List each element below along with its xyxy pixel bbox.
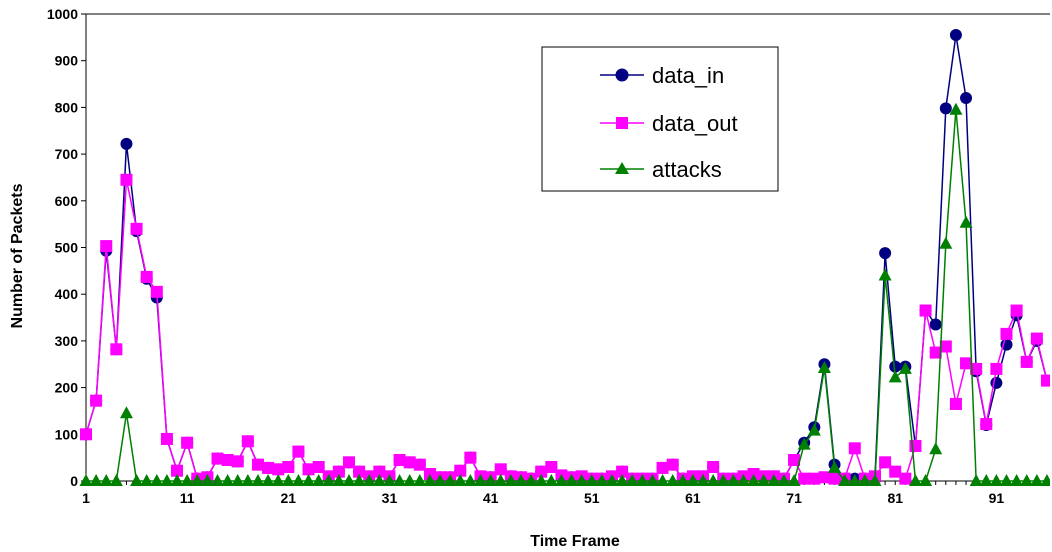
y-tick-label: 400	[55, 286, 79, 302]
legend-label-attacks: attacks	[652, 157, 722, 182]
data-point-data-out	[920, 305, 932, 317]
data-point-data-out	[292, 446, 304, 458]
data-point-data-out	[100, 240, 112, 252]
data-point-data-out	[242, 435, 254, 447]
y-tick-label: 0	[70, 473, 78, 489]
data-point-data-out	[181, 437, 193, 449]
data-point-data-out	[1011, 305, 1023, 317]
x-tick-label: 41	[483, 490, 499, 506]
legend: data_in data_out attacks	[542, 47, 778, 191]
data-point-data-out	[90, 395, 102, 407]
data-point-data-in	[960, 92, 972, 104]
y-tick-label: 900	[55, 53, 79, 69]
y-tick-label: 600	[55, 193, 79, 209]
data-point-data-out	[141, 271, 153, 283]
legend-marker-circle	[616, 69, 629, 82]
y-tick-label: 700	[55, 146, 79, 162]
data-point-data-in	[879, 247, 891, 259]
data-point-data-out	[1001, 328, 1013, 340]
x-tick-label: 61	[685, 490, 701, 506]
data-point-data-in	[120, 138, 132, 150]
data-point-data-in	[940, 102, 952, 114]
x-tick-label: 31	[382, 490, 398, 506]
data-point-data-out	[151, 286, 163, 298]
data-point-data-out	[131, 223, 143, 235]
x-tick-label: 51	[584, 490, 600, 506]
data-point-data-out	[980, 418, 992, 430]
data-point-data-out	[1041, 375, 1052, 387]
data-point-data-out	[1031, 333, 1043, 345]
data-point-data-in	[990, 377, 1002, 389]
y-tick-label: 200	[55, 380, 79, 396]
data-point-data-in	[950, 29, 962, 41]
legend-label-data-out: data_out	[652, 111, 738, 136]
y-axis: 0 100 200 300 400 500 600 700 800 900 1000	[47, 6, 86, 489]
y-tick-label: 500	[55, 240, 79, 256]
x-tick-label: 71	[786, 490, 802, 506]
data-point-data-in	[0, 410, 6, 422]
data-point-data-out	[232, 455, 244, 467]
x-tick-label: 1	[82, 490, 90, 506]
data-point-data-out	[950, 398, 962, 410]
x-tick-label: 11	[180, 490, 195, 506]
legend-marker-square	[616, 117, 628, 129]
data-point-data-out	[80, 428, 92, 440]
data-point-data-out	[849, 442, 861, 454]
x-tick-label: 81	[887, 490, 903, 506]
data-point-data-out	[0, 410, 12, 422]
x-tick-label: 91	[989, 490, 1005, 506]
y-tick-label: 100	[55, 426, 79, 442]
y-tick-label: 1000	[47, 6, 78, 22]
y-tick-label: 800	[55, 99, 79, 115]
data-point-data-out	[667, 459, 679, 471]
data-point-data-out	[282, 461, 294, 473]
data-point-data-out	[990, 363, 1002, 375]
data-point-data-out	[120, 174, 132, 186]
data-point-data-in	[930, 319, 942, 331]
data-point-data-out	[464, 452, 476, 464]
data-point-data-out	[1021, 356, 1033, 368]
data-point-data-out	[161, 433, 173, 445]
data-point-data-out	[110, 343, 122, 355]
y-axis-title: Number of Packets	[9, 183, 26, 328]
data-point-data-out	[707, 461, 719, 473]
x-axis-title: Time Frame	[530, 533, 620, 550]
x-tick-label: 21	[281, 490, 297, 506]
y-tick-label: 300	[55, 333, 79, 349]
legend-label-data-in: data_in	[652, 63, 724, 88]
data-point-data-out	[899, 473, 911, 485]
